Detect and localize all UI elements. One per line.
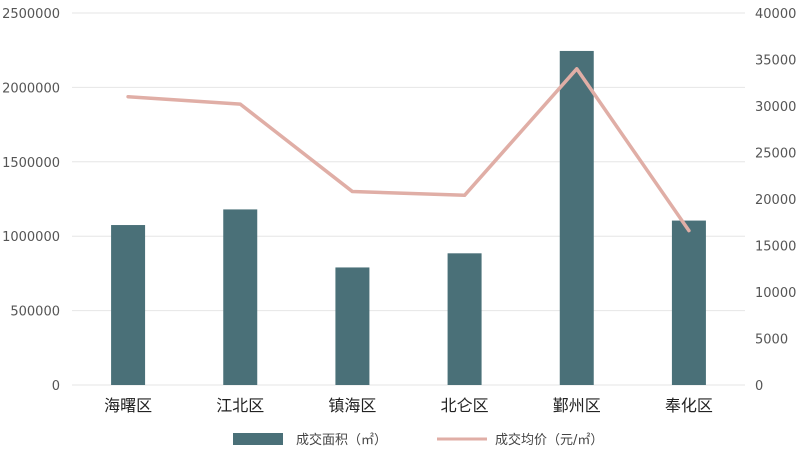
bar-series [111, 50, 706, 385]
line-series [126, 67, 691, 233]
left-tick-label: 2500000 [2, 7, 60, 22]
line-point [126, 95, 130, 99]
right-tick-label: 20000 [755, 193, 796, 208]
line-point [687, 229, 691, 233]
x-tick-label: 海曙区 [104, 396, 152, 415]
right-tick-label: 30000 [755, 100, 796, 115]
x-tick-label: 镇海区 [328, 396, 376, 415]
line-point [575, 67, 579, 71]
right-tick-label: 35000 [755, 54, 796, 69]
bar [447, 253, 482, 385]
line-point [463, 193, 467, 197]
x-tick-label: 鄞州区 [553, 396, 601, 415]
right-tick-label: 5000 [755, 333, 788, 348]
left-tick-label: 2000000 [2, 81, 60, 96]
x-tick-label: 北仑区 [441, 396, 489, 415]
legend: 成交面积（㎡） 成交均价（元/㎡） [233, 432, 603, 448]
bar [335, 267, 370, 385]
legend-label-bar: 成交面积（㎡） [296, 432, 387, 448]
x-axis: 海曙区 江北区 镇海区 北仑区 鄞州区 奉化区 [104, 396, 713, 415]
legend-swatch-bar [233, 433, 283, 445]
left-axis: 0 500000 1000000 1500000 2000000 2500000 [2, 7, 60, 394]
line-path [126, 67, 691, 233]
left-tick-label: 500000 [10, 305, 60, 320]
left-tick-label: 0 [52, 379, 60, 394]
right-tick-label: 40000 [755, 7, 796, 22]
right-tick-label: 10000 [755, 286, 796, 301]
x-tick-label: 奉化区 [665, 396, 713, 415]
bar [559, 50, 594, 385]
right-tick-label: 15000 [755, 240, 796, 255]
left-tick-label: 1500000 [2, 156, 60, 171]
grid-lines [72, 12, 745, 386]
line-point [238, 102, 242, 106]
bar [111, 225, 146, 385]
right-tick-label: 0 [755, 379, 763, 394]
bar [223, 209, 258, 385]
right-tick-label: 25000 [755, 147, 796, 162]
bar [671, 220, 706, 385]
legend-label-line: 成交均价（元/㎡） [495, 432, 603, 448]
right-axis: 0 5000 10000 15000 20000 25000 30000 35000 40000 [755, 7, 796, 394]
x-tick-label: 江北区 [216, 396, 264, 415]
line-point [350, 190, 354, 194]
left-tick-label: 1000000 [2, 230, 60, 245]
